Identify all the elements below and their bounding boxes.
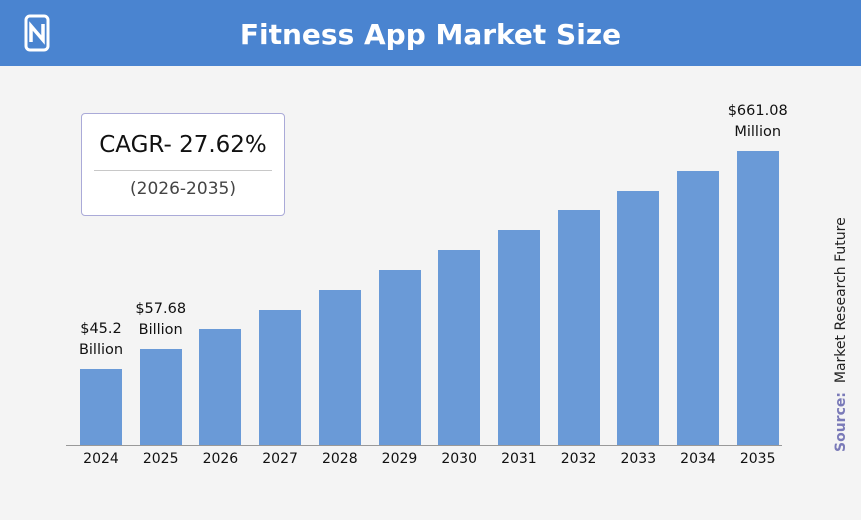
value-label: $661.08 Million bbox=[727, 103, 788, 140]
x-tick-label: 2026 bbox=[202, 451, 239, 467]
bar bbox=[139, 349, 182, 445]
bar bbox=[378, 269, 421, 445]
value-label: $45.2 Billion bbox=[78, 321, 124, 358]
bar bbox=[617, 190, 660, 445]
source: Source: Market Research Future bbox=[833, 217, 849, 452]
bar bbox=[199, 329, 242, 445]
x-tick-label: 2032 bbox=[560, 451, 597, 467]
bar bbox=[736, 151, 779, 445]
x-axis-line bbox=[66, 445, 782, 446]
cagr-box: CAGR- 27.62% (2026-2035) bbox=[81, 113, 285, 216]
cagr-period: (2026-2035) bbox=[130, 179, 236, 199]
x-tick-label: 2034 bbox=[680, 451, 716, 467]
bar bbox=[259, 309, 302, 445]
bar bbox=[557, 210, 600, 445]
bar bbox=[677, 170, 719, 445]
bar bbox=[80, 369, 122, 445]
title: Fitness App Market Size bbox=[239, 18, 622, 51]
cagr-label: CAGR- 27.62% bbox=[99, 132, 267, 158]
header: Fitness App Market Size bbox=[0, 0, 861, 66]
x-tick-label: 2027 bbox=[262, 451, 298, 467]
x-tick-label: 2030 bbox=[441, 451, 477, 467]
chart: 2024 $45.2 Billion 2025 $57.68 Billion 2026 2… bbox=[0, 66, 861, 520]
source-text: Market Research Future bbox=[833, 217, 849, 384]
x-tick-label: 2029 bbox=[381, 451, 418, 467]
x-tick-label: 2028 bbox=[321, 451, 358, 467]
separator bbox=[94, 170, 272, 171]
x-tick-label: 2033 bbox=[620, 451, 657, 467]
x-tick-label: 2024 bbox=[83, 451, 119, 467]
logo bbox=[24, 14, 50, 52]
x-tick-label: 2025 bbox=[142, 451, 179, 467]
bar bbox=[497, 230, 540, 445]
bar bbox=[438, 250, 481, 445]
bar bbox=[318, 289, 361, 445]
x-tick-label: 2035 bbox=[739, 451, 776, 467]
value-label: $57.68 Billion bbox=[135, 301, 187, 339]
x-tick-label: 2031 bbox=[501, 451, 537, 467]
source-label: Source: bbox=[833, 392, 849, 452]
